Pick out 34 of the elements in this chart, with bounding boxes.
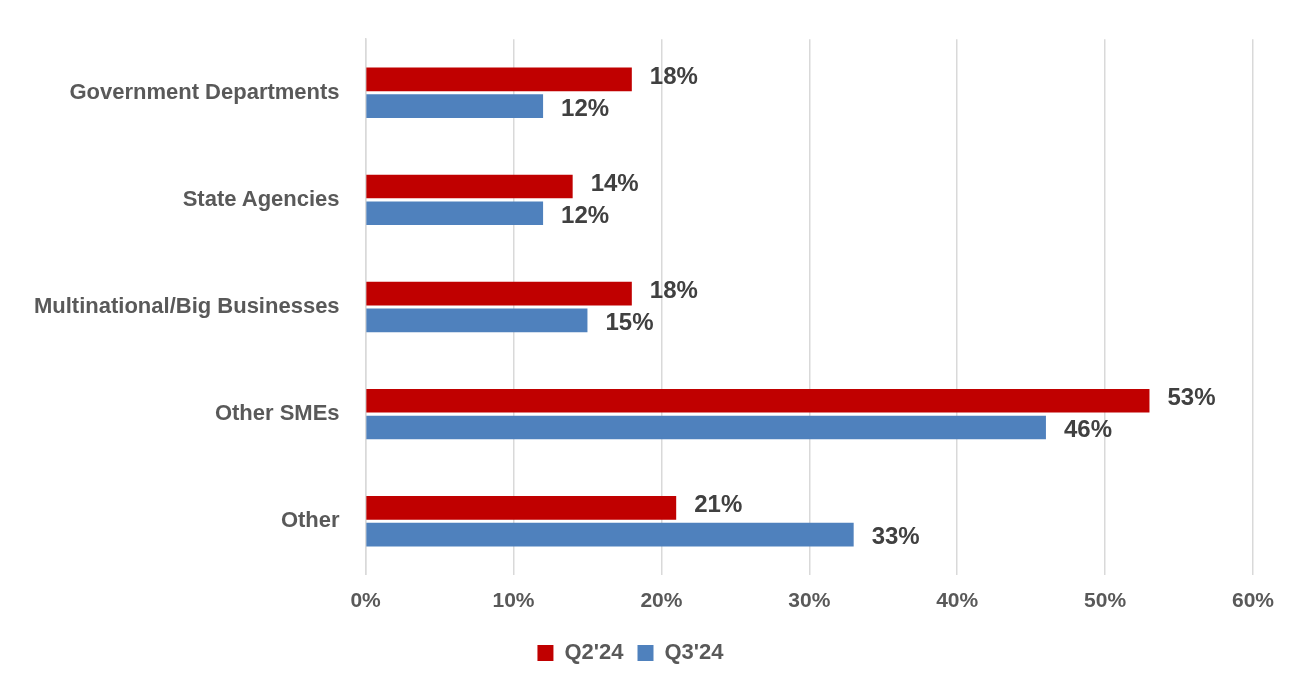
data-label: 18% [649,62,698,89]
legend-label: Q3'24 [664,639,725,665]
bar [366,281,632,306]
y-tick-label: Government Departments [69,78,340,104]
y-tick-label: Other [280,507,341,533]
x-tick-label: 60% [1231,588,1275,612]
bar [366,67,632,92]
x-tick-label: 30% [788,588,831,612]
y-tick-label: Multinational/Big Businesses [34,293,340,319]
x-tick-label: 20% [640,588,683,612]
y-tick-label: Other SMEs [214,400,340,426]
data-label: 18% [649,276,698,304]
data-label: 53% [1167,383,1216,411]
data-label: 12% [561,93,610,121]
x-tick-label: 40% [936,588,979,612]
data-label: 46% [1063,415,1112,443]
data-label: 12% [561,200,610,228]
y-tick-label: State Agencies [182,185,340,211]
bar [366,522,854,547]
x-tick-label: 10% [492,588,535,612]
bar [366,174,573,199]
data-label: 21% [694,490,743,518]
bar [366,496,677,520]
x-tick-label: 0% [350,588,382,612]
bar [366,201,544,226]
data-label: 14% [590,169,639,197]
bar [366,94,544,118]
x-tick-label: 50% [1084,588,1127,612]
bar [366,415,1046,440]
data-label: 15% [605,308,654,336]
data-label: 33% [871,522,920,550]
bar [366,388,1150,413]
bar [366,308,588,333]
legend-label: Q2'24 [564,639,625,665]
